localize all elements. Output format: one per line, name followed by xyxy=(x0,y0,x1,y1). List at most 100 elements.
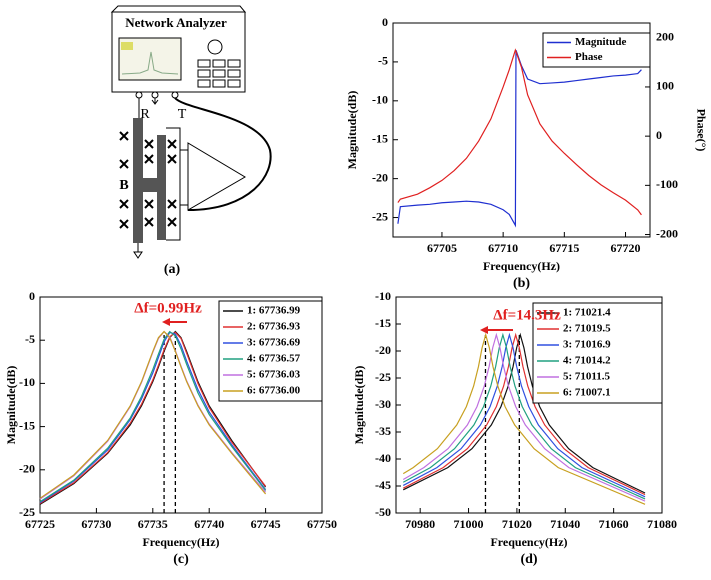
y2-axis-label: Phase(°) xyxy=(694,109,708,152)
y-tick-label: -5 xyxy=(378,54,388,68)
legend-label: 6: 71007.1 xyxy=(563,387,611,399)
series-line xyxy=(402,332,646,502)
x-axis-label: Frequency(Hz) xyxy=(483,259,560,273)
panel-caption: (c) xyxy=(173,552,189,567)
x-tick-label: 70980 xyxy=(405,517,435,531)
beam-bridge xyxy=(143,178,157,192)
y-tick-label: -40 xyxy=(375,451,391,465)
plot-frame xyxy=(392,22,651,238)
annotation: Δf=0.99Hz xyxy=(134,300,202,316)
y-axis-label: Magnitude(dB) xyxy=(352,366,366,445)
label-b: B xyxy=(119,178,128,193)
y2-tick-label: 0 xyxy=(656,128,662,142)
series-line xyxy=(402,332,646,496)
legend-label: 3: 71016.9 xyxy=(563,339,611,351)
x-tick-label: 71020 xyxy=(502,517,532,531)
y2-tick-label: 100 xyxy=(656,79,674,93)
y-axis-label: Magnitude(dB) xyxy=(4,366,18,445)
x-tick-label: 71000 xyxy=(454,517,484,531)
series-line xyxy=(39,331,267,505)
y-tick-label: -15 xyxy=(372,131,388,145)
annotation-arrowhead xyxy=(162,318,170,326)
legend-label: 4: 67736.57 xyxy=(247,353,301,365)
y-tick-label: 0 xyxy=(29,289,35,303)
legend-box xyxy=(218,300,323,402)
x-axis-label: Frequency(Hz) xyxy=(142,535,219,549)
annotation: Δf=14.3Hz xyxy=(493,307,561,323)
y-tick-label: -20 xyxy=(375,343,391,357)
series-line xyxy=(39,331,267,504)
legend-box xyxy=(542,32,651,68)
legend-box xyxy=(532,302,663,404)
legend-label: 1: 71021.4 xyxy=(563,307,611,319)
screen-label xyxy=(121,42,133,50)
y-tick-label: -25 xyxy=(19,505,35,519)
legend-label: 5: 71011.5 xyxy=(563,371,611,383)
y2-tick-label: -100 xyxy=(656,177,678,191)
y-tick-label: -25 xyxy=(372,209,388,223)
legend-label: 4: 71014.2 xyxy=(563,355,611,367)
electrode-bracket xyxy=(166,127,181,241)
knob xyxy=(207,39,223,55)
y-tick-label: -10 xyxy=(375,289,391,303)
plot-frame xyxy=(39,296,323,514)
series-line xyxy=(402,332,646,498)
y-tick-label: -20 xyxy=(19,462,35,476)
series-line xyxy=(397,50,642,228)
x-tick-label: 67745 xyxy=(251,517,281,531)
x-axis-label: Frequency(Hz) xyxy=(490,535,567,549)
x-tick-label: 67725 xyxy=(25,517,55,531)
series-line xyxy=(402,332,646,500)
y-tick-label: -20 xyxy=(372,170,388,184)
series-line xyxy=(402,332,646,505)
label-r: R xyxy=(140,107,150,122)
y-tick-label: -15 xyxy=(19,418,35,432)
chart-panel: 70980 71000 71020 71040 71060 71080 -10 -15 -20 -… xyxy=(352,289,677,567)
x-tick-label: 67735 xyxy=(138,517,168,531)
x-tick-label: 67710 xyxy=(488,241,518,255)
x-tick-label: 67750 xyxy=(307,517,337,531)
screen-trace xyxy=(121,51,179,75)
amplifier xyxy=(187,142,246,211)
analyzer-top xyxy=(110,5,247,13)
beam-left xyxy=(133,118,143,243)
ports xyxy=(135,91,179,99)
caption-a: (a) xyxy=(164,262,181,277)
y-tick-label: -35 xyxy=(375,424,391,438)
x-tick-label: 67720 xyxy=(611,241,641,255)
ground-bottom xyxy=(133,243,143,259)
x-tick-label: 67705 xyxy=(427,241,457,255)
series-line xyxy=(402,332,646,494)
y-axis-label: Magnitude(dB) xyxy=(345,91,359,170)
label-t: T xyxy=(178,107,187,122)
legend-label: Phase xyxy=(575,51,603,63)
annotation-arrowhead xyxy=(480,326,488,334)
chart-panel: 67725 67730 67735 67740 67745 67750 0 -5 -10 -15 -… xyxy=(4,289,337,567)
y-tick-label: -30 xyxy=(375,397,391,411)
legend-label: 2: 67736.93 xyxy=(247,321,301,333)
y-tick-label: -50 xyxy=(375,505,391,519)
wire-t xyxy=(174,97,272,211)
legend-label: 1: 67736.99 xyxy=(247,305,301,317)
y-tick-label: -25 xyxy=(375,370,391,384)
y-tick-label: 0 xyxy=(382,15,388,29)
y2-tick-label: 200 xyxy=(656,30,674,44)
x-tick-label: 67740 xyxy=(194,517,224,531)
legend-label: 2: 71019.5 xyxy=(563,323,611,335)
x-tick-label: 71040 xyxy=(550,517,580,531)
x-tick-label: 71060 xyxy=(599,517,629,531)
series-line xyxy=(397,48,642,216)
chart-panel: 67705 67710 67715 67720 0 -5 -10 -15 -20 -25 200 10… xyxy=(345,15,709,291)
legend-label: Magnitude xyxy=(575,36,626,48)
y-tick-label: -15 xyxy=(375,316,391,330)
x-tick-label: 67730 xyxy=(81,517,111,531)
setup-diagram: Network Analyzer R T B (a) xyxy=(110,5,272,277)
y2-tick-label: -200 xyxy=(656,226,678,240)
button-grid xyxy=(197,59,241,88)
x-tick-label: 71080 xyxy=(647,517,677,531)
series-line xyxy=(39,330,267,499)
legend-label: 3: 67736.69 xyxy=(247,337,301,349)
beam-right xyxy=(157,135,166,240)
analyzer-title: Network Analyzer xyxy=(125,15,227,30)
